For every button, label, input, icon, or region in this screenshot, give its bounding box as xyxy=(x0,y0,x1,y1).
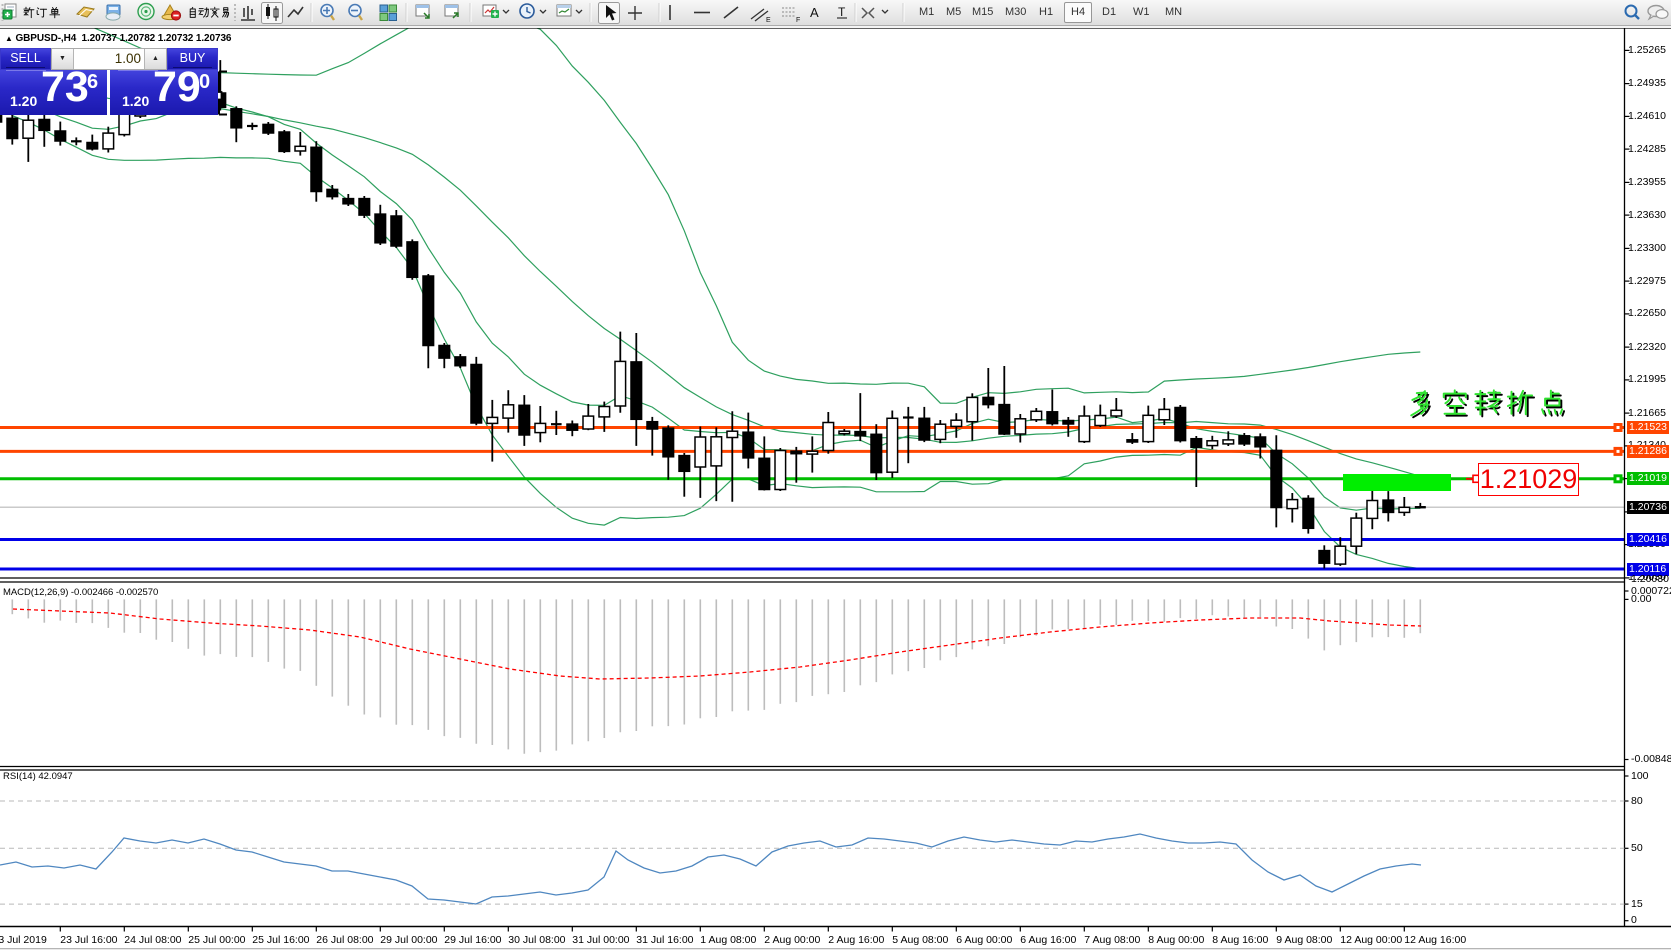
svg-text:T: T xyxy=(838,5,846,19)
svg-text:A: A xyxy=(810,5,819,20)
svg-text:E: E xyxy=(766,17,771,24)
svg-text:F: F xyxy=(796,17,800,24)
